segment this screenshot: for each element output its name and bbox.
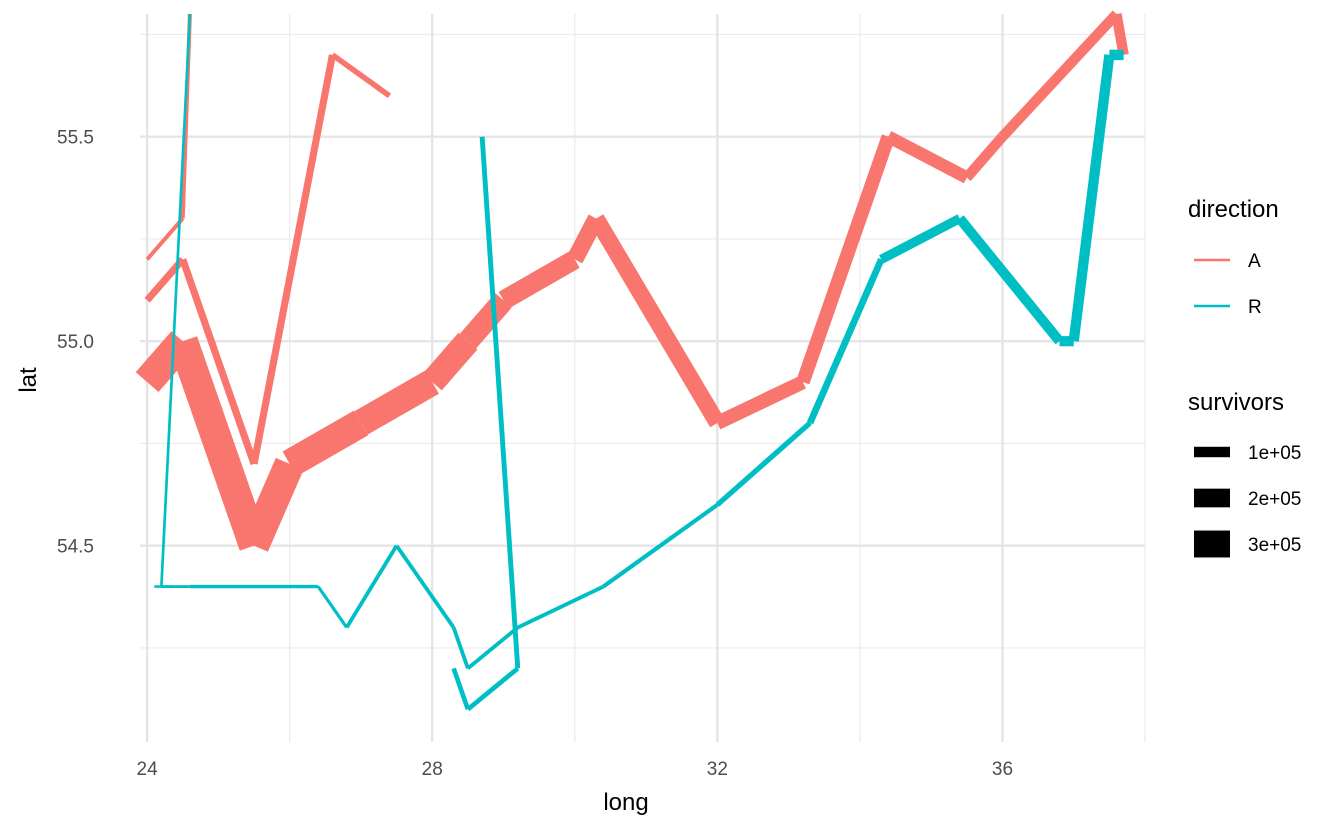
legend-label-survivors: 1e+05 bbox=[1248, 443, 1301, 464]
path-segment-r bbox=[879, 214, 962, 264]
x-axis-title: long bbox=[603, 789, 648, 816]
path-segment-a bbox=[354, 370, 439, 435]
path-segment-a bbox=[962, 133, 1007, 182]
path-segment-r bbox=[479, 136, 521, 669]
troop-paths bbox=[135, 10, 1129, 712]
grid-major bbox=[140, 14, 1145, 742]
path-segment-a bbox=[459, 293, 512, 349]
legend-title-direction: direction bbox=[1188, 196, 1279, 223]
path-segment-a bbox=[796, 134, 895, 385]
legend-label-a: A bbox=[1248, 251, 1261, 272]
legend-title-survivors: survivors bbox=[1188, 389, 1284, 416]
legend-label-survivors: 3e+05 bbox=[1248, 535, 1301, 556]
path-segment-r bbox=[466, 625, 519, 670]
y-tick-label: 55.0 bbox=[57, 332, 94, 353]
path-segment-a bbox=[168, 336, 269, 551]
x-axis-ticks: 24 28 32 36 bbox=[137, 759, 1013, 780]
legend-direction-entries: AR bbox=[1194, 251, 1262, 318]
y-axis-title: lat bbox=[15, 367, 42, 393]
path-segment-a bbox=[250, 54, 336, 465]
path-segment-r bbox=[602, 503, 719, 589]
y-axis-ticks: 54.5 55.0 55.5 bbox=[57, 128, 94, 558]
path-segment-a bbox=[282, 410, 369, 477]
path-segment-r bbox=[160, 13, 192, 587]
legend-survivors-entries: 1e+05 2e+05 3e+05 bbox=[1194, 443, 1301, 558]
path-segment-r bbox=[466, 666, 520, 712]
path-segment-a bbox=[1111, 13, 1129, 56]
x-tick-label: 32 bbox=[707, 759, 728, 780]
y-tick-label: 55.5 bbox=[57, 128, 94, 149]
path-segment-r bbox=[516, 584, 605, 630]
grid-minor bbox=[140, 14, 1146, 742]
path-segment-r bbox=[955, 215, 1064, 345]
path-segment-a bbox=[240, 457, 304, 552]
path-segment-a bbox=[179, 258, 258, 466]
path-segment-r bbox=[345, 544, 399, 629]
legend-key-survivors bbox=[1194, 488, 1230, 508]
path-segment-a bbox=[422, 332, 478, 391]
path-segment-r bbox=[451, 667, 471, 711]
path-segment-a bbox=[330, 52, 392, 99]
path-segment-r bbox=[806, 258, 885, 425]
path-segment-r bbox=[316, 585, 349, 629]
path-segment-r bbox=[1068, 54, 1115, 342]
y-tick-label: 54.5 bbox=[57, 537, 94, 558]
legend-key-survivors bbox=[1194, 446, 1230, 458]
path-segment-r bbox=[395, 544, 456, 629]
legend-key-survivors bbox=[1194, 530, 1230, 558]
path-segment-a bbox=[589, 214, 725, 428]
x-tick-label: 24 bbox=[137, 759, 159, 780]
x-tick-label: 36 bbox=[992, 759, 1013, 780]
x-tick-label: 28 bbox=[422, 759, 443, 780]
path-segment-r bbox=[451, 626, 470, 670]
legend-label-survivors: 2e+05 bbox=[1248, 489, 1301, 510]
path-segment-a bbox=[714, 375, 806, 430]
legend-label-r: R bbox=[1248, 297, 1262, 318]
path-segment-r bbox=[715, 421, 812, 507]
path-segment-a bbox=[498, 250, 580, 309]
path-segment-a bbox=[885, 131, 970, 184]
path-segment-a bbox=[145, 217, 185, 261]
path-segment-a bbox=[998, 10, 1121, 141]
